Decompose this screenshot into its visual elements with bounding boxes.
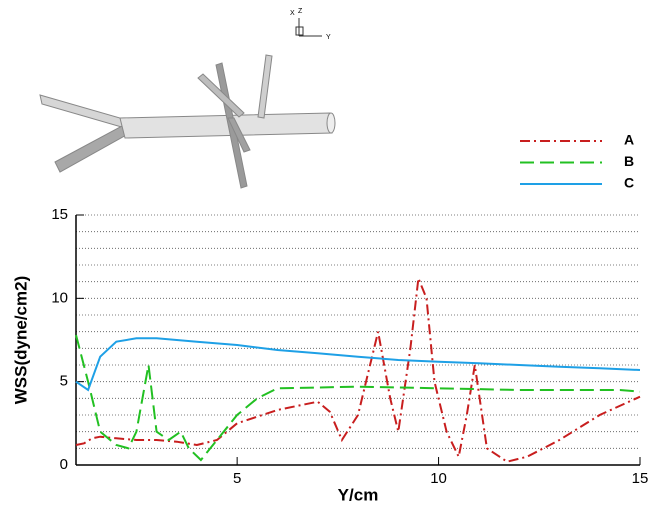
x-tick-label: 10	[430, 470, 447, 487]
triad-label: Z	[298, 8, 303, 15]
x-tick-label: 5	[233, 470, 241, 487]
y-tick-label: 5	[60, 373, 68, 390]
y-tick-label: 10	[51, 289, 68, 306]
triad-label: Y	[326, 34, 331, 41]
x-tick-label: 15	[632, 470, 649, 487]
chart: X Z Y WSS(dyne/cm2) Y/cm 0 5 10 15 5 10 15 ABC	[0, 0, 650, 509]
legend-label: A	[624, 132, 634, 148]
vessel-model	[40, 55, 335, 188]
legend-label: B	[624, 153, 634, 169]
triad-label: X	[290, 10, 295, 17]
axis-triad	[296, 18, 322, 36]
data-line	[76, 338, 640, 390]
x-axis-label: Y/cm	[338, 485, 379, 504]
y-tick-label: 15	[51, 206, 68, 223]
y-tick-label: 0	[60, 456, 68, 473]
legend-label: C	[624, 175, 634, 191]
y-axis-label: WSS(dyne/cm2)	[11, 276, 30, 404]
